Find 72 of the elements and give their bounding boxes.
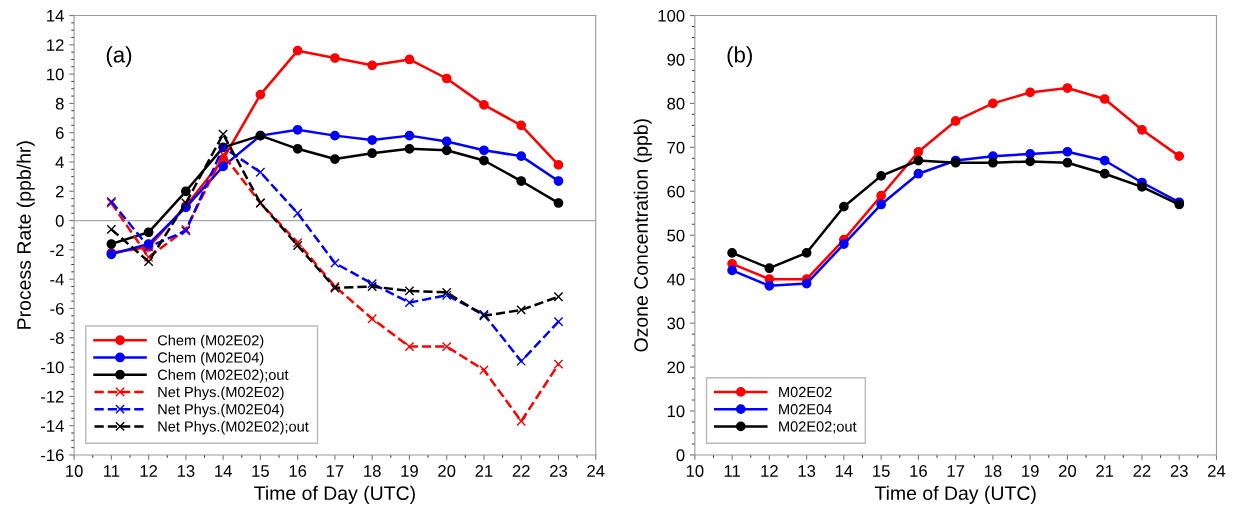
y-tick-label: -2 (50, 244, 64, 256)
x-tick-label: 24 (1208, 465, 1226, 477)
x-tick-label: 23 (550, 465, 568, 477)
y-tick-label: 4 (55, 156, 64, 169)
x-tick-label: 18 (364, 465, 381, 477)
x-tick-label: 14 (835, 465, 853, 477)
x-tick-label: 17 (947, 465, 965, 477)
legend-label: Net Phys.(M02E02);out (158, 420, 309, 435)
x-tick-label: 13 (798, 465, 816, 477)
y-tick-label: -4 (50, 273, 64, 286)
y-tick-label: 30 (667, 317, 685, 330)
y-tick-label: 6 (55, 127, 64, 139)
x-tick-label: 23 (1170, 465, 1188, 477)
x-tick-label: 17 (326, 465, 344, 477)
y-tick-label: 2 (55, 185, 64, 198)
x-tick-label: 16 (910, 465, 927, 477)
legend-label: Net Phys.(M02E02) (158, 386, 284, 401)
y-axis-title: Process Rate (ppb/hr) (16, 141, 35, 329)
x-tick-label: 22 (512, 465, 530, 477)
x-tick-label: 12 (140, 465, 158, 477)
y-tick-label: 10 (47, 68, 64, 81)
y-tick-label: 80 (667, 97, 685, 110)
y-tick-label: -12 (41, 390, 64, 403)
y-tick-label: 8 (55, 97, 64, 110)
y-tick-label: -16 (41, 449, 64, 462)
x-tick-label: 10 (66, 465, 83, 477)
x-tick-label: 19 (401, 465, 418, 477)
x-tick-label: 21 (475, 465, 493, 477)
y-tick-label: 50 (667, 229, 685, 242)
y-tick-label: 0 (55, 214, 64, 227)
x-tick-label: 11 (103, 465, 120, 477)
y-tick-label: 10 (667, 405, 685, 418)
y-tick-label: 70 (667, 141, 685, 154)
annotation: (a) (106, 46, 132, 67)
x-tick-label: 11 (724, 465, 740, 477)
y-tick-label: 60 (667, 185, 685, 198)
x-tick-label: 19 (1022, 465, 1039, 477)
x-tick-label: 24 (587, 465, 605, 477)
legend-label: M02E02;out (779, 421, 857, 434)
x-tick-label: 21 (1096, 465, 1114, 477)
x-tick-label: 15 (252, 465, 269, 477)
x-tick-label: 15 (873, 465, 890, 477)
x-tick-label: 20 (438, 465, 456, 477)
legend-label: Chem (M02E04) (157, 351, 264, 366)
legend-label: Net Phys.(M02E04) (158, 403, 284, 418)
x-tick-label: 20 (1059, 465, 1077, 477)
y-tick-label: -10 (41, 361, 64, 374)
legend-label: M02E02 (779, 386, 832, 398)
y-tick-label: -6 (50, 302, 64, 315)
y-tick-label: 0 (676, 449, 685, 462)
x-tick-label: 13 (177, 465, 195, 477)
x-tick-label: 16 (289, 465, 307, 477)
x-tick-label: 12 (761, 465, 778, 477)
y-tick-label: 20 (667, 361, 685, 374)
legend-label: M02E04 (779, 404, 832, 415)
x-tick-label: 18 (984, 465, 1002, 477)
legend-label: Chem (M02E02) (157, 334, 264, 349)
x-tick-label: 10 (686, 465, 704, 477)
x-axis-title: Time of Day (UTC) (874, 485, 1036, 504)
y-tick-label: -8 (50, 332, 64, 344)
legend-label: Chem (M02E02);out (157, 369, 289, 383)
annotation: (b) (727, 46, 752, 67)
y-axis-title: Ozone Concentration (ppb) (633, 119, 652, 352)
y-tick-label: -14 (41, 420, 64, 432)
y-tick-label: 90 (667, 53, 685, 66)
y-tick-label: 14 (47, 10, 64, 22)
x-tick-label: 14 (215, 465, 232, 477)
x-axis-title: Time of Day (UTC) (254, 485, 415, 504)
x-tick-label: 22 (1133, 465, 1151, 477)
y-tick-label: 40 (666, 273, 685, 286)
y-tick-label: 12 (47, 39, 64, 51)
y-tick-label: 100 (658, 9, 685, 22)
